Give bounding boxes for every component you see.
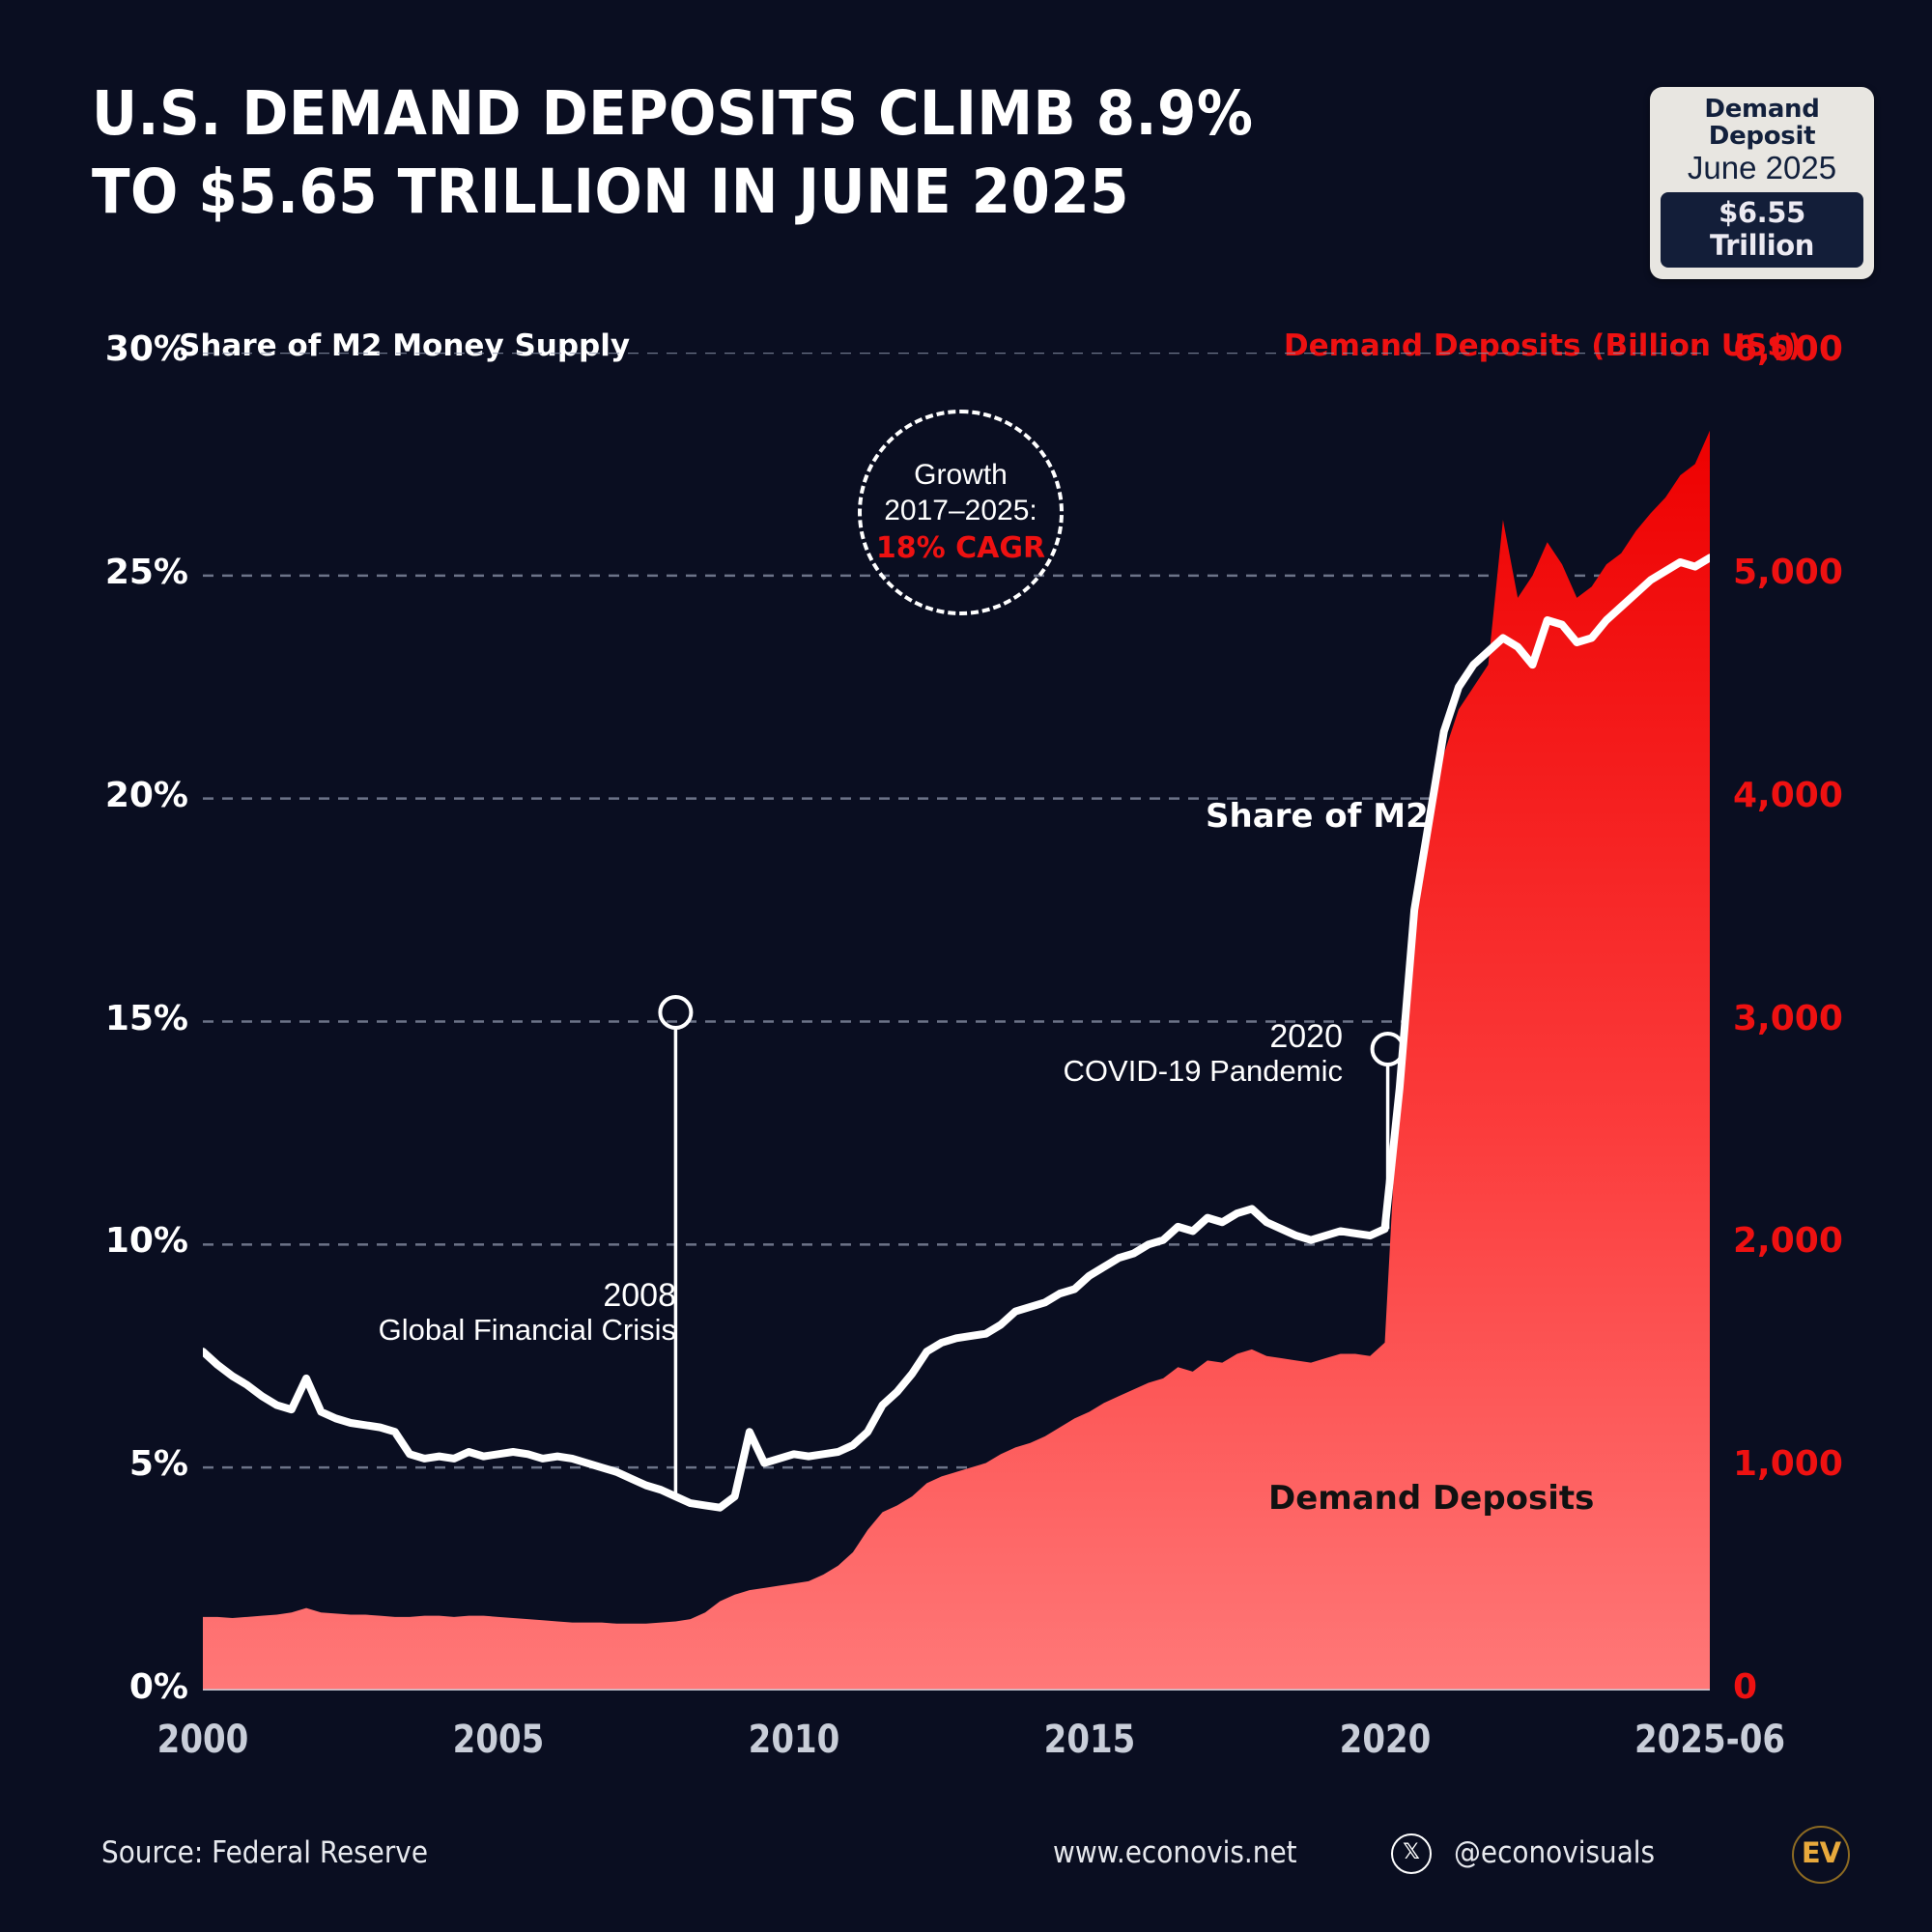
badge-label: Demand Deposit bbox=[1704, 95, 1820, 152]
right-axis-caption: Demand Deposits (Billion US$) bbox=[1283, 328, 1802, 363]
badge-period: June 2025 bbox=[1687, 150, 1837, 186]
x-axis-tick-label: 2015 bbox=[1043, 1718, 1135, 1762]
chart-plot-area bbox=[203, 353, 1710, 1690]
badge-value: $6.55 Trillion bbox=[1661, 192, 1863, 269]
footer: Source: Federal Reserve www.econovis.net… bbox=[0, 1816, 1932, 1932]
right-axis-tick-label: 2,000 bbox=[1733, 1221, 1843, 1262]
annotation-2008-desc: Global Financial Crisis bbox=[378, 1312, 676, 1347]
x-axis-tick-label: 2000 bbox=[156, 1718, 249, 1762]
series-label-share-of-m2: Share of M2 bbox=[1206, 797, 1429, 836]
brand-logo: EV bbox=[1792, 1826, 1850, 1884]
page-title: U.S. Demand Deposits Climb 8.9% To $5.65… bbox=[92, 75, 1336, 231]
event-marker-dot bbox=[1370, 1032, 1406, 1066]
left-axis-tick-label: 15% bbox=[104, 998, 188, 1038]
growth-line-3: 18% CAGR bbox=[875, 531, 1046, 566]
right-axis-tick-label: 0 bbox=[1733, 1667, 1758, 1707]
left-axis-caption: Share of M2 Money Supply bbox=[179, 328, 631, 363]
chart-svg bbox=[203, 353, 1710, 1690]
share-of-m2-line bbox=[203, 554, 1710, 1512]
right-axis-tick-label: 3,000 bbox=[1733, 998, 1843, 1038]
annotation-2008: 2008 Global Financial Crisis bbox=[87, 1278, 676, 1347]
left-axis-tick-label: 30% bbox=[104, 329, 188, 369]
growth-line-2: 2017–2025: bbox=[884, 494, 1037, 526]
right-axis-tick-label: 6,000 bbox=[1733, 329, 1843, 369]
status-badge: Demand Deposit June 2025 $6.55 Trillion bbox=[1650, 87, 1874, 280]
left-axis-tick-label: 5% bbox=[128, 1444, 188, 1485]
growth-line-1: Growth bbox=[914, 459, 1008, 492]
event-markers bbox=[658, 995, 1406, 1497]
x-social-icon[interactable]: 𝕏 bbox=[1391, 1833, 1432, 1874]
right-axis-tick-label: 4,000 bbox=[1733, 775, 1843, 815]
source-text: Source: Federal Reserve bbox=[101, 1835, 428, 1870]
annotation-2020-desc: COVID-19 Pandemic bbox=[1063, 1053, 1343, 1088]
title-line-2: To $5.65 Trillion in June 2025 bbox=[92, 156, 1129, 227]
left-axis-tick-label: 25% bbox=[104, 552, 188, 592]
event-marker-dot bbox=[658, 995, 694, 1030]
left-axis-tick-label: 0% bbox=[128, 1667, 188, 1707]
x-axis-tick-label: 2010 bbox=[748, 1718, 840, 1762]
growth-annotation-circle: Growth 2017–2025: 18% CAGR bbox=[858, 410, 1064, 615]
annotation-2020: 2020 COVID-19 Pandemic bbox=[676, 1019, 1343, 1088]
demand-deposits-area bbox=[203, 430, 1710, 1690]
series-label-demand-deposits: Demand Deposits bbox=[1268, 1479, 1595, 1518]
left-axis-tick-label: 10% bbox=[104, 1221, 188, 1262]
x-axis-tick-label: 2020 bbox=[1339, 1718, 1431, 1762]
right-axis-tick-label: 5,000 bbox=[1733, 552, 1843, 592]
left-axis-tick-label: 20% bbox=[104, 775, 188, 815]
annotation-2020-year: 2020 bbox=[1269, 1018, 1343, 1055]
x-axis-tick-label: 2005 bbox=[452, 1718, 545, 1762]
annotation-2008-year: 2008 bbox=[603, 1277, 676, 1314]
header: U.S. Demand Deposits Climb 8.9% To $5.65… bbox=[0, 0, 1932, 280]
title-line-1: U.S. Demand Deposits Climb 8.9% bbox=[92, 78, 1254, 149]
x-axis-tick-label: 2025-06 bbox=[1634, 1718, 1786, 1762]
website-link[interactable]: www.econovis.net bbox=[1053, 1835, 1297, 1870]
right-axis-tick-label: 1,000 bbox=[1733, 1444, 1843, 1485]
social-handle[interactable]: @econovisuals bbox=[1454, 1835, 1656, 1870]
